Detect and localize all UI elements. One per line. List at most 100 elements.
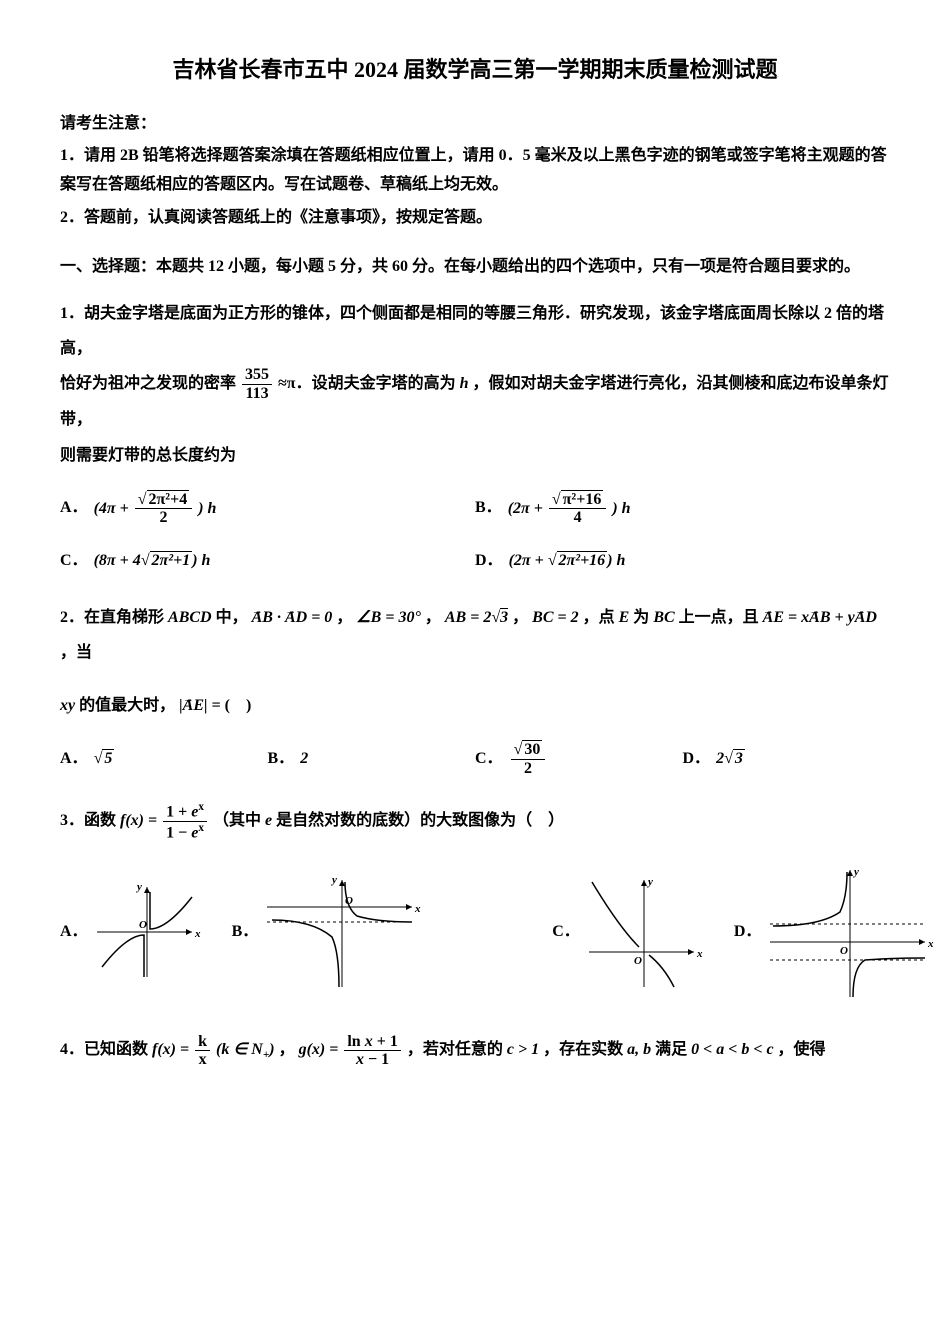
q3-option-c: C． x y O [552,872,704,992]
q1-frac-den: 113 [242,385,272,403]
q2-vec-ab: → AB [252,609,277,626]
q1-stem-line2: 恰好为祖冲之发现的密率 355 113 ≈π．设胡夫金字塔的高为 h ，假如对胡… [60,366,890,438]
q4-fx: f(x) = [152,1041,193,1058]
q3-post: 是自然对数的底数）的大致图像为（ ） [276,813,564,830]
q2-option-a: A． √5 [60,741,268,777]
option-label: C． [475,745,503,774]
option-label: D． [734,918,762,947]
q2-comma3: ， [512,609,528,626]
q4-ab: a, b [627,1041,651,1058]
q3-options: A． x y O B． x y O C． [60,862,890,1002]
q3-graph-b: x y O [262,872,422,992]
notice-line-2: 2．答题前，认真阅读答题纸上的《注意事项》，按规定答题。 [60,204,890,233]
q4-cgt1: c > 1 [507,1041,539,1058]
q1-var-h: h [460,375,469,392]
svg-text:x: x [414,903,421,915]
question-3: 3．函数 f(x) = 1 + ex 1 − ex （其中 e 是自然对数的底数… [60,801,890,842]
question-2: 2．在直角梯形 ABCD 中， → AB · → AD = 0 ， ∠B = 3… [60,600,890,724]
q2-t3: 为 [633,609,653,626]
q3-frac: 1 + ex 1 − ex [163,801,207,842]
option-label: D． [683,745,711,774]
q4-g-num: ln x + 1 [344,1033,400,1052]
q3-fx: f(x) = [120,813,161,830]
q1-stem-line1: 1．胡夫金字塔是底面为正方形的锥体，四个侧面都是相同的等腰三角形．研究发现，该金… [60,296,890,366]
q2-opt-b-val: 2 [300,745,308,774]
q2-t5: ，当 [60,644,92,661]
q4-g-den: x − 1 [344,1051,400,1069]
q4-mid2: ，存在实数 [543,1041,627,1058]
q3-graph-a: x y O [92,877,202,987]
q3-num: 1 + ex [163,801,207,822]
q4-end: ，使得 [778,1041,826,1058]
q4-pre: 4．已知函数 [60,1041,152,1058]
q2-ab-len: AB = 2√3 [445,608,508,626]
q2-BC: BC [653,609,674,626]
svg-text:x: x [194,928,201,940]
q2-eq0: = 0 [311,609,332,626]
svg-text:x: x [696,948,703,960]
q2-xy: xy [60,697,75,714]
q3-option-b: B． x y O [232,872,423,992]
svg-text:y: y [852,866,859,878]
svg-text:O: O [139,919,147,931]
q3-option-a: A． x y O [60,877,202,987]
q1-option-c: C． (8π + 4√2π²+1) h [60,547,475,576]
q2-vec-ad: → AD [285,609,311,626]
q2-paren: ( ) [225,697,252,714]
q4-ineq: 0 < a < b < c [691,1041,773,1058]
svg-text:y: y [646,876,653,888]
q2-E: E [619,609,630,626]
q1-opt-b-expr: (2π + √π²+164 ) h [508,491,631,527]
exam-title: 吉林省长春市五中 2024 届数学高三第一学期期末质量检测试题 [60,50,890,90]
q3-graph-d: x y O [765,862,935,1002]
option-label: C． [60,547,88,576]
option-label: B． [268,745,295,774]
q2-abcd: ABCD [168,609,212,626]
q2-comma2: ， [425,609,441,626]
q2-t4: 上一点，且 [679,609,763,626]
q3-graph-c: x y O [584,872,704,992]
q1-opt-d-expr: (2π + √2π²+16) h [509,547,626,576]
option-label: A． [60,745,88,774]
option-label: A． [60,918,88,947]
q4-f-num: k [195,1033,210,1052]
q1-option-a: A． (4π + √2π²+42 ) h [60,491,475,527]
q4-g-frac: ln x + 1 x − 1 [344,1033,400,1069]
q1-options: A． (4π + √2π²+42 ) h B． (2π + √π²+164 ) … [60,481,890,586]
q3-den: 1 − ex [163,822,207,842]
q4-f-cond: (k ∈ N+) [216,1041,275,1058]
q3-mid: （其中 [213,813,265,830]
svg-text:O: O [840,945,848,957]
q1-opt-c-expr: (8π + 4√2π²+1) h [94,547,211,576]
q1-stem-line3: 则需要灯带的总长度约为 [60,438,890,473]
question-4: 4．已知函数 f(x) = k x (k ∈ N+) ， g(x) = ln x… [60,1032,890,1068]
q2-mid2: 的值最大时， [79,697,175,714]
q4-f-frac: k x [195,1033,210,1069]
q2-option-c: C． √30 2 [475,741,683,777]
q2-ae-abs: |→AE| = [179,697,221,714]
q2-comma1: ， [336,609,352,626]
q2-t1: 中， [216,609,248,626]
q2-angle-b: ∠B = 30° [356,609,421,626]
option-label: A． [60,494,88,523]
q1-stem-b-pre: 恰好为祖冲之发现的密率 [60,375,236,392]
q2-dot: · [277,609,281,626]
option-label: B． [232,918,259,947]
notice-heading: 请考生注意： [60,110,890,139]
q2-bc-len: BC = 2 [532,609,578,626]
q1-option-d: D． (2π + √2π²+16) h [475,547,890,576]
q2-pre: 2．在直角梯形 [60,609,168,626]
q2-options: A． √5 B． 2 C． √30 2 D． 2√3 [60,731,890,787]
question-1: 1．胡夫金字塔是底面为正方形的锥体，四个侧面都是相同的等腰三角形．研究发现，该金… [60,296,890,473]
notice-line-1: 1．请用 2B 铅笔将选择题答案涂填在答题纸相应位置上，请用 0．5 毫米及以上… [60,142,890,200]
q4-mid3: 满足 [655,1041,691,1058]
svg-text:O: O [634,955,642,967]
option-label: D． [475,547,503,576]
q2-option-b: B． 2 [268,741,476,777]
q1-opt-a-expr: (4π + √2π²+42 ) h [94,491,217,527]
q1-fraction-355-113: 355 113 [242,366,272,402]
q3-e: e [265,813,272,830]
q1-option-b: B． (2π + √π²+164 ) h [475,491,890,527]
q2-opt-c-frac: √30 2 [511,741,546,777]
q4-f-den: x [195,1051,210,1069]
